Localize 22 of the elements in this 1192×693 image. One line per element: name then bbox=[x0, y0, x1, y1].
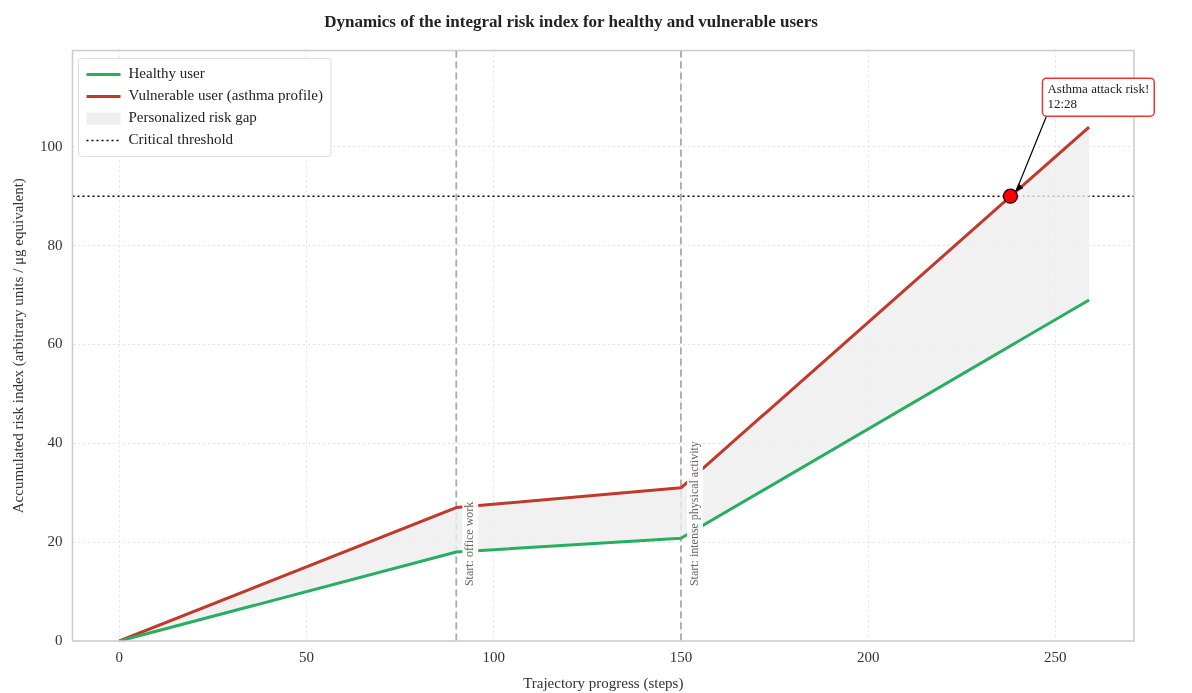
x-tick-label: 100 bbox=[482, 648, 505, 665]
y-tick-label: 60 bbox=[47, 335, 63, 352]
x-axis-title: Trajectory progress (steps) bbox=[523, 674, 684, 692]
y-tick-label: 20 bbox=[47, 533, 63, 550]
x-tick-label: 250 bbox=[1044, 648, 1067, 665]
ref-line-label: Start: intense physical activity bbox=[687, 441, 702, 587]
ref-line-label: Start: office work bbox=[462, 501, 477, 587]
legend-label: Healthy user bbox=[128, 65, 205, 82]
y-tick-label: 40 bbox=[47, 434, 63, 451]
x-tick-label: 0 bbox=[115, 648, 124, 665]
x-tick-label: 150 bbox=[669, 648, 693, 665]
y-tick-label: 0 bbox=[55, 631, 63, 648]
legend-label: Personalized risk gap bbox=[128, 109, 257, 126]
chart-title: Dynamics of the integral risk index for healthy and vulnerable users bbox=[324, 11, 819, 31]
y-tick-label: 100 bbox=[40, 137, 63, 154]
x-tick-label: 50 bbox=[299, 648, 315, 665]
y-axis-title: Accumulated risk index (arbitrary units / μg equivalent) bbox=[9, 178, 27, 514]
legend-label: Vulnerable user (asthma profile) bbox=[128, 87, 323, 105]
annotation: Asthma attack risk! 12:28 bbox=[1047, 81, 1150, 112]
x-tick-label: 200 bbox=[856, 648, 880, 665]
y-tick-label: 80 bbox=[47, 236, 63, 253]
legend-label: Critical threshold bbox=[128, 131, 234, 148]
